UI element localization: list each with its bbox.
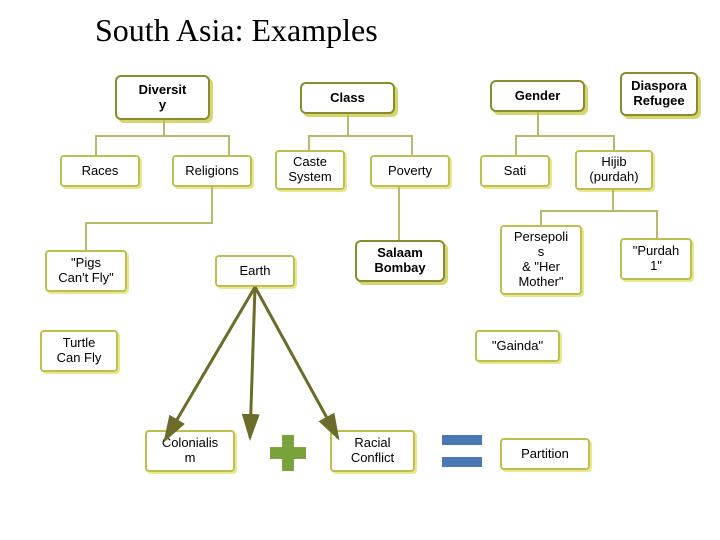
- connector: [163, 120, 165, 135]
- connector: [656, 210, 658, 238]
- node-partition: Partition: [500, 438, 590, 470]
- node-colonialism: Colonialism: [145, 430, 235, 472]
- node-gender: Gender: [490, 80, 585, 112]
- node-purdah1: "Purdah1": [620, 238, 692, 280]
- connector: [228, 135, 230, 155]
- node-sati: Sati: [480, 155, 550, 187]
- node-caste: CasteSystem: [275, 150, 345, 190]
- connector: [613, 135, 615, 150]
- node-diaspora: DiasporaRefugee: [620, 72, 698, 116]
- node-earth: Earth: [215, 255, 295, 287]
- connector: [398, 187, 400, 210]
- connector: [540, 210, 658, 212]
- connector: [515, 135, 517, 155]
- connector: [411, 135, 413, 155]
- node-religions: Religions: [172, 155, 252, 187]
- connector: [398, 210, 400, 240]
- connector: [95, 135, 97, 155]
- connector: [515, 135, 615, 137]
- node-pigs: "PigsCan't Fly": [45, 250, 127, 292]
- node-persepoli: Persepolis& "HerMother": [500, 225, 582, 295]
- connector: [347, 115, 349, 135]
- node-gainda: "Gainda": [475, 330, 560, 362]
- node-poverty: Poverty: [370, 155, 450, 187]
- page-title: South Asia: Examples: [95, 12, 378, 49]
- connector: [308, 135, 310, 150]
- node-hijib: Hijib(purdah): [575, 150, 653, 190]
- connector: [95, 135, 230, 137]
- connector: [308, 135, 413, 137]
- node-races: Races: [60, 155, 140, 187]
- connector: [537, 112, 539, 135]
- connector: [85, 222, 213, 224]
- node-diversity: Diversity: [115, 75, 210, 120]
- connector: [612, 190, 614, 210]
- node-turtle: TurtleCan Fly: [40, 330, 118, 372]
- node-salaam: SalaamBombay: [355, 240, 445, 282]
- node-racial: RacialConflict: [330, 430, 415, 472]
- node-class: Class: [300, 82, 395, 114]
- connector: [211, 187, 213, 222]
- connector: [85, 222, 87, 250]
- connector: [540, 210, 542, 225]
